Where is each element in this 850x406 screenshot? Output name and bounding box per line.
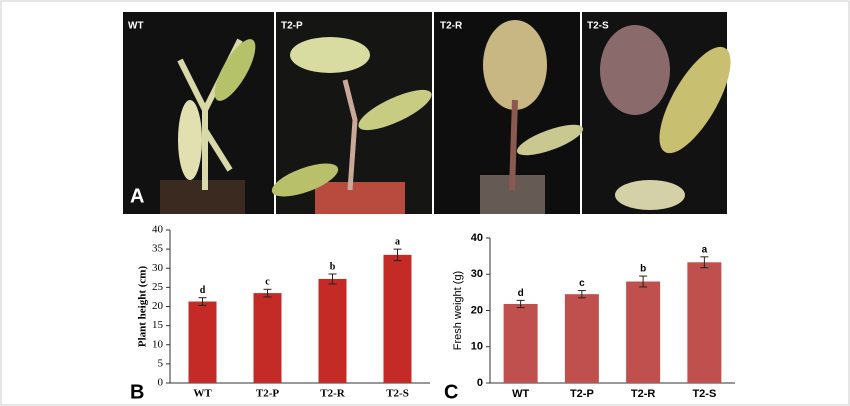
bar — [626, 281, 661, 383]
leaf — [358, 89, 432, 131]
bar — [564, 294, 599, 383]
photo-label: T2-S — [587, 21, 609, 32]
leaf — [659, 46, 731, 154]
x-tick-label: T2-R — [631, 388, 656, 400]
significance-letter: c — [579, 278, 585, 289]
y-tick-label: 20 — [152, 300, 164, 312]
bar — [253, 293, 282, 383]
y-axis-label: Fresh weight (g) — [452, 271, 464, 350]
plant — [342, 79, 358, 191]
y-tick-label: 40 — [471, 232, 483, 244]
pot — [315, 182, 405, 214]
leaf — [178, 100, 202, 180]
photo-label: WT — [128, 21, 144, 32]
leaf — [290, 37, 370, 73]
y-tick-label: 5 — [158, 357, 164, 369]
x-tick-label: WT — [512, 388, 529, 400]
x-tick-label: T2-S — [692, 388, 716, 400]
significance-letter: b — [330, 261, 336, 272]
bar — [188, 301, 217, 383]
significance-letter: b — [640, 264, 646, 275]
panel-letter: A — [130, 185, 144, 207]
y-tick-label: 40 — [152, 224, 164, 236]
y-tick-label: 30 — [471, 268, 483, 280]
y-tick-label: 30 — [152, 262, 164, 274]
leaf — [214, 39, 256, 101]
y-tick-label: 15 — [152, 319, 164, 331]
photo-label: T2-P — [281, 21, 303, 32]
panel-letter: C — [444, 381, 458, 403]
y-tick-label: 20 — [471, 304, 483, 316]
leaf — [271, 163, 339, 197]
y-tick-label: 35 — [152, 243, 164, 255]
bar — [503, 303, 538, 383]
photo-label: T2-R — [440, 21, 463, 32]
bar — [687, 262, 722, 383]
x-tick-label: T2-P — [256, 388, 280, 400]
x-tick-label: WT — [193, 388, 212, 400]
significance-letter: a — [395, 236, 400, 247]
bar — [383, 254, 412, 383]
bar — [318, 278, 347, 383]
photo-panel: WT T2-P T2-R T2-S A — [123, 12, 731, 214]
y-tick-label: 10 — [471, 341, 483, 353]
x-tick-label: T2-S — [386, 388, 409, 400]
significance-letter: d — [518, 288, 524, 299]
y-axis-label: Plant height (cm) — [137, 266, 149, 348]
significance-letter: d — [200, 285, 206, 296]
y-tick-label: 0 — [158, 377, 164, 389]
x-tick-label: T2-P — [570, 388, 594, 400]
leaf — [483, 20, 547, 110]
x-tick-label: T2-R — [320, 388, 346, 400]
plant — [177, 38, 243, 190]
panel-letter: B — [130, 381, 144, 403]
y-tick-label: 10 — [152, 338, 164, 350]
y-tick-label: 25 — [152, 281, 164, 293]
leaf — [600, 25, 670, 115]
significance-letter: c — [265, 277, 270, 288]
y-tick-label: 0 — [477, 377, 483, 389]
leaf — [516, 124, 584, 156]
plant — [509, 99, 518, 191]
leaf — [615, 180, 685, 210]
significance-letter: a — [702, 244, 708, 255]
